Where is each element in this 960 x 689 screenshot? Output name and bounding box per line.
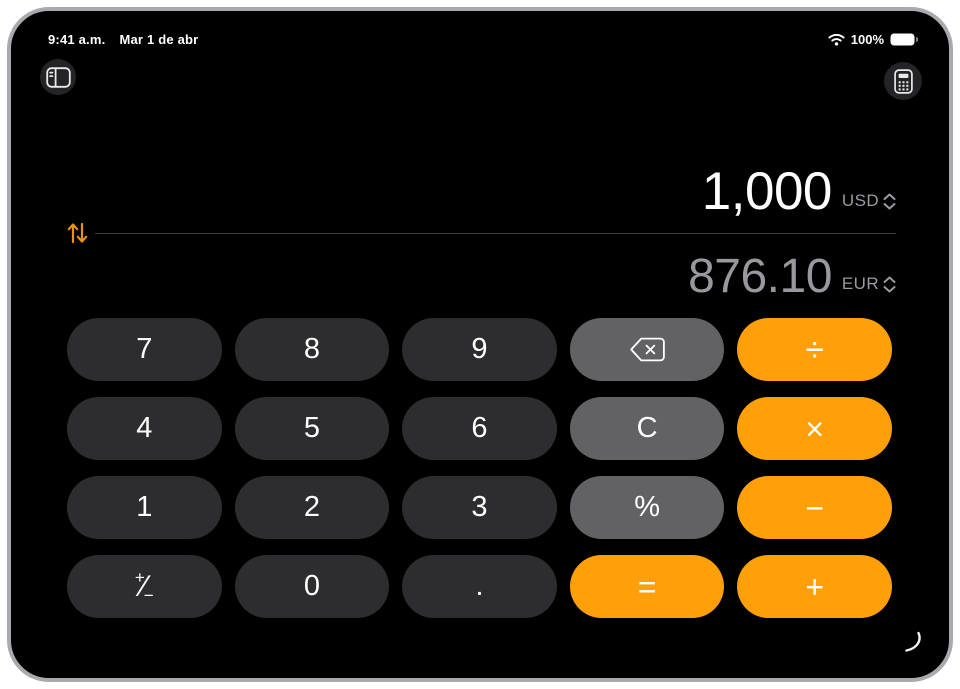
- status-bar-left: 9:41 a.m. Mar 1 de abr: [48, 32, 198, 47]
- key-multiply[interactable]: ×: [737, 397, 892, 460]
- key-equals[interactable]: =: [569, 555, 725, 618]
- converter-input-row: 1,000 USD: [702, 163, 896, 220]
- battery-percent-label: 100%: [850, 32, 884, 47]
- chevron-up-down-icon: [883, 193, 896, 210]
- swap-arrows-icon: [66, 221, 89, 245]
- key-decimal[interactable]: .: [402, 555, 557, 618]
- key-1[interactable]: 1: [67, 476, 222, 539]
- sidebar-toggle-button[interactable]: [40, 59, 76, 95]
- calculator-switcher-icon: [893, 68, 913, 94]
- to-currency-picker[interactable]: EUR: [842, 274, 896, 294]
- key-3[interactable]: 3: [402, 476, 557, 539]
- key-plusminus[interactable]: + ∕ −: [67, 555, 222, 618]
- calculator-convert-screen: 9:41 a.m. Mar 1 de abr 100%: [11, 11, 949, 678]
- from-currency-code: USD: [841, 191, 879, 210]
- plus-minus-glyph: + ∕ −: [134, 568, 154, 605]
- key-clear[interactable]: C: [569, 397, 725, 460]
- key-6[interactable]: 6: [402, 397, 557, 460]
- key-0[interactable]: 0: [234, 555, 390, 618]
- key-9[interactable]: 9: [402, 318, 557, 381]
- status-date: Mar 1 de abr: [119, 32, 199, 47]
- scribble-mark: [899, 630, 925, 658]
- chevron-up-down-icon: [883, 276, 896, 293]
- swap-currencies-button[interactable]: [65, 220, 89, 246]
- key-percent[interactable]: %: [569, 476, 725, 539]
- key-5[interactable]: 5: [234, 397, 390, 460]
- status-time: 9:41 a.m.: [48, 32, 106, 47]
- key-add[interactable]: +: [737, 555, 892, 618]
- key-divide[interactable]: ÷: [737, 318, 892, 381]
- calculator-switcher-button[interactable]: [884, 62, 922, 100]
- key-4[interactable]: 4: [67, 397, 222, 460]
- key-2[interactable]: 2: [234, 476, 390, 539]
- status-bar-right: 100%: [828, 32, 918, 47]
- keypad: 7 8 9 ÷ 4 5 6 C × 1 2 3 % −: [67, 318, 892, 618]
- key-8[interactable]: 8: [234, 318, 390, 381]
- key-7[interactable]: 7: [67, 318, 222, 381]
- sidebar-toggle-icon: [45, 66, 71, 88]
- from-currency-picker[interactable]: USD: [842, 191, 896, 211]
- wifi-icon: [828, 33, 845, 46]
- converter-input-value: 1,000: [701, 162, 833, 221]
- key-subtract[interactable]: −: [737, 476, 892, 539]
- ipad-frame: 9:41 a.m. Mar 1 de abr 100%: [7, 7, 953, 682]
- to-currency-code: EUR: [841, 274, 879, 293]
- converter-result-row: 876.10 EUR: [688, 251, 896, 303]
- battery-icon: [890, 33, 918, 46]
- converter-result-value: 876.10: [688, 250, 832, 303]
- delete-left-icon: [629, 337, 666, 362]
- key-backspace[interactable]: [569, 318, 725, 381]
- converter-divider: [95, 233, 896, 234]
